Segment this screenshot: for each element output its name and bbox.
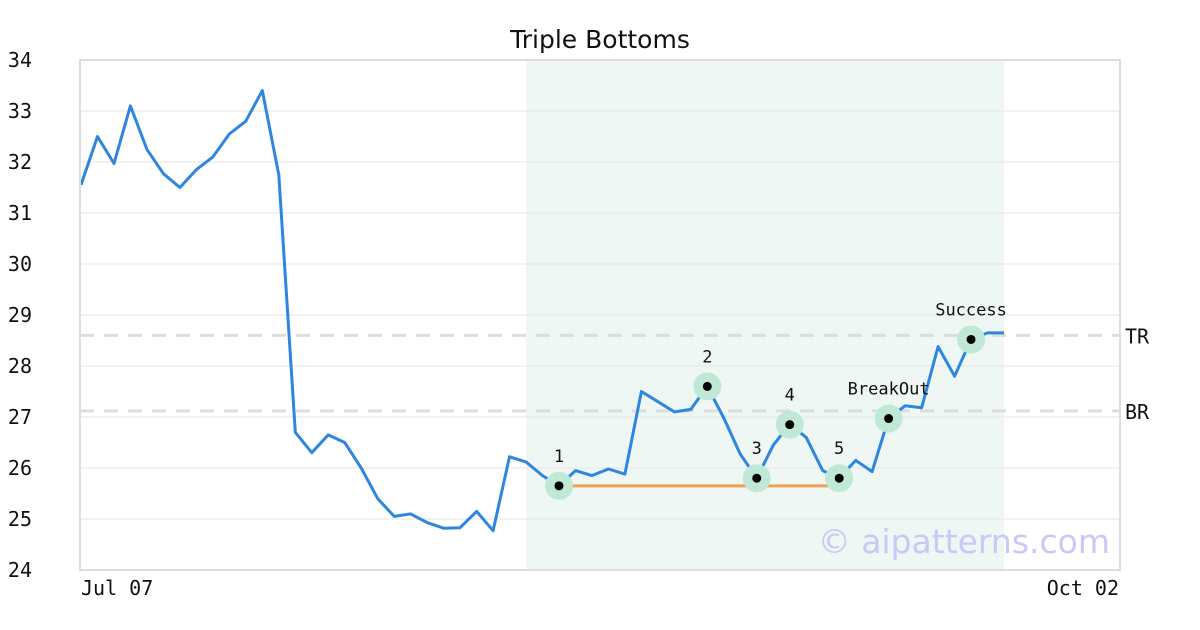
y-tick-label: 34 xyxy=(8,48,32,72)
y-tick-label: 28 xyxy=(8,354,32,378)
x-tick-label: Jul 07 xyxy=(81,576,153,600)
marker-dot-3 xyxy=(752,473,762,483)
y-tick-label: 26 xyxy=(8,456,32,480)
annotation-1: 1 xyxy=(554,447,564,467)
y-tick-label: 33 xyxy=(8,99,32,123)
marker-dot-5 xyxy=(834,473,844,483)
y-tick-label: 27 xyxy=(8,405,32,429)
marker-layer: 1 2 3 4 5 BreakOut Success xyxy=(544,300,1007,500)
x-axis-ticks: Jul 07 Oct 02 xyxy=(81,576,1119,600)
chart-title: Triple Bottoms xyxy=(509,25,690,54)
y-tick-label: 30 xyxy=(8,252,32,276)
annotation-2: 2 xyxy=(702,347,712,367)
y-tick-label: 29 xyxy=(8,303,32,327)
marker-dot-success xyxy=(966,334,976,344)
y-tick-label: 25 xyxy=(8,507,32,531)
series-layer xyxy=(79,89,1004,533)
y-tick-label: 24 xyxy=(8,558,32,582)
y-axis-ticks: 24 25 26 27 28 29 30 31 32 33 34 xyxy=(8,48,32,582)
price-line xyxy=(79,89,1004,533)
y-tick-label: 32 xyxy=(8,150,32,174)
annotation-success: Success xyxy=(935,300,1007,320)
marker-dot-2 xyxy=(702,381,712,391)
level-label-br: BR xyxy=(1125,400,1150,424)
level-label-tr: TR xyxy=(1125,324,1150,348)
annotation-4: 4 xyxy=(785,386,795,406)
y-tick-label: 31 xyxy=(8,201,32,225)
annotation-3: 3 xyxy=(752,439,762,459)
plot-frame xyxy=(79,59,1121,571)
marker-dot-breakout xyxy=(884,414,894,424)
marker-dot-1 xyxy=(554,481,564,491)
grid-layer xyxy=(80,110,1120,520)
x-tick-label: Oct 02 xyxy=(1047,576,1119,600)
marker-dot-4 xyxy=(785,420,795,430)
annotation-breakout: BreakOut xyxy=(848,380,930,400)
watermark: © aipatterns.com xyxy=(818,522,1110,561)
level-layer: TR BR xyxy=(80,324,1150,424)
annotation-5: 5 xyxy=(834,439,844,459)
